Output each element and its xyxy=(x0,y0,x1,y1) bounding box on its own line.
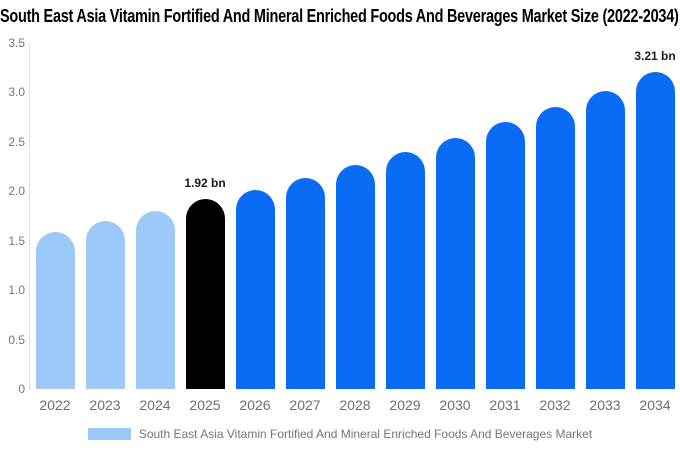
y-axis-tick-1.0: 1.0 xyxy=(8,283,25,298)
bar-2023 xyxy=(85,220,125,389)
legend: South East Asia Vitamin Fortified And Mi… xyxy=(0,427,680,441)
y-axis-tick-3.5: 3.5 xyxy=(8,36,25,50)
y-axis-tick-2.0: 2.0 xyxy=(8,184,25,199)
legend-label: South East Asia Vitamin Fortified And Mi… xyxy=(138,427,593,441)
x-axis-label-2028: 2028 xyxy=(339,397,371,413)
bar-2032 xyxy=(535,107,575,389)
bar-2026 xyxy=(235,190,275,389)
y-axis-tick-2.5: 2.5 xyxy=(8,134,25,149)
x-axis-label-2025: 2025 xyxy=(189,397,221,413)
value-label-2034: 3.21 bn xyxy=(634,48,676,63)
x-axis-label-2032: 2032 xyxy=(539,397,571,413)
y-axis-tick-1.5: 1.5 xyxy=(8,233,25,248)
bar-2030 xyxy=(435,137,475,389)
bar-2028 xyxy=(335,164,375,389)
x-axis-label-2031: 2031 xyxy=(489,397,521,413)
x-axis-label-2023: 2023 xyxy=(89,397,121,413)
y-axis-line xyxy=(29,43,30,390)
x-axis-label-2033: 2033 xyxy=(589,397,621,413)
x-axis-label-2027: 2027 xyxy=(289,397,321,413)
y-axis-tick-0.5: 0.5 xyxy=(8,332,25,347)
y-axis-tick-0: 0 xyxy=(18,382,25,396)
bar-2024 xyxy=(135,211,175,389)
x-axis-label-2022: 2022 xyxy=(39,397,71,413)
x-axis-label-2034: 2034 xyxy=(639,397,671,413)
bar-2034 xyxy=(635,71,675,389)
bar-2027 xyxy=(285,178,325,389)
legend-swatch xyxy=(87,428,131,440)
value-label-2025: 1.92 bn xyxy=(184,176,226,191)
chart-title: South East Asia Vitamin Fortified And Mi… xyxy=(0,6,680,28)
x-axis-label-2026: 2026 xyxy=(239,397,271,413)
bar-2029 xyxy=(385,151,425,389)
x-axis-label-2030: 2030 xyxy=(439,397,471,413)
bar-2025 xyxy=(185,199,225,389)
bar-2022 xyxy=(35,231,75,389)
x-axis-label-2024: 2024 xyxy=(139,397,171,413)
y-axis-tick-3.0: 3.0 xyxy=(8,85,25,100)
bar-2033 xyxy=(585,91,625,389)
bar-2031 xyxy=(485,122,525,389)
chart-title-text: South East Asia Vitamin Fortified And Mi… xyxy=(0,6,679,26)
x-axis-label-2029: 2029 xyxy=(389,397,421,413)
